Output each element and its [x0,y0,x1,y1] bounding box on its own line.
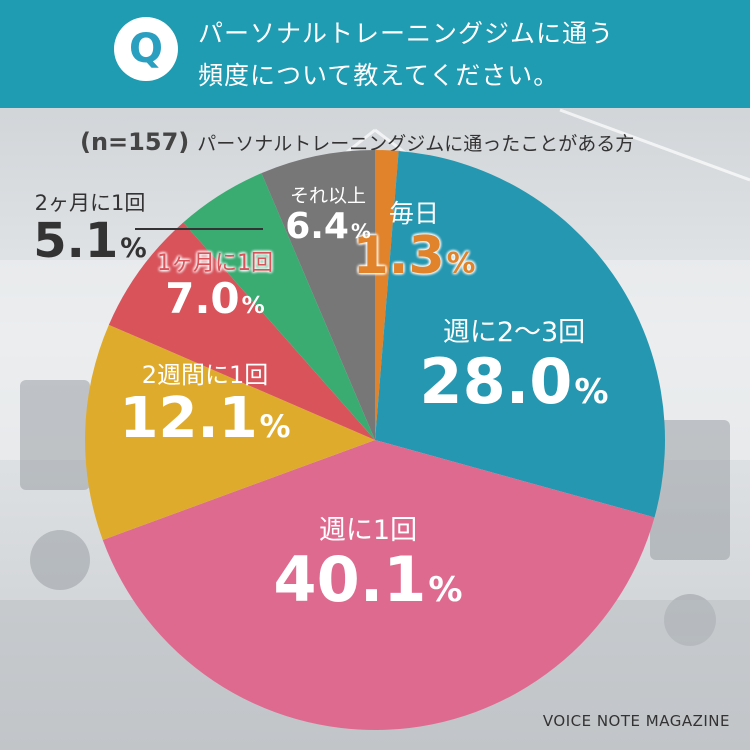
slice-percent-sign: % [350,219,371,243]
slice-category: 毎日 [388,199,439,228]
question-title-line-1: パーソナルトレーニングジムに通う [198,19,615,48]
slice-value: 5.1 [33,213,119,270]
brand-footer: VOICE NOTE MAGAZINE [542,712,730,730]
slice-category: 週に2〜3回 [442,317,586,348]
sample-size-note: (n=157) パーソナルトレーニングジムに通ったことがある方 [80,128,634,156]
slice-category: それ以上 [289,185,367,207]
pie-slice [375,150,666,518]
slice-percent-sign: % [428,569,463,610]
slice-percent-sign: % [446,245,476,280]
sample-size: (n=157) [80,128,190,156]
pie-slice [84,324,375,540]
sample-description: パーソナルトレーニングジムに通ったことがある方 [197,133,635,155]
pie-slice [183,173,375,441]
question-header: Q パーソナルトレーニングジムに通う 頻度について教えてください。 [0,0,750,108]
slice-value: 40.1 [273,542,427,616]
pie-slice [261,150,375,440]
slice-percent-sign: % [120,233,147,265]
slice-label-once-per-week: 週に1回 40.1% [273,516,462,614]
question-title-line-2: 頻度について教えてください。 [198,61,560,90]
slice-category: 週に1回 [318,515,418,546]
slice-category: 1ヶ月に1回 [157,251,273,276]
label-leader-line [135,228,263,230]
slice-label-2-3-per-week: 週に2〜3回 28.0% [419,318,608,416]
slice-percent-sign: % [241,293,265,320]
slice-label-more: それ以上 6.4% [285,185,371,247]
slice-value: 12.1 [119,386,258,452]
question-badge-letter: Q [128,26,163,72]
pie-slice [108,222,375,440]
pie-slice [375,150,399,440]
slice-value: 28.0 [419,344,573,418]
slice-percent-sign: % [259,409,291,446]
pie-slice [102,440,655,730]
slice-label-every-2-weeks: 2週間に1回 12.1% [119,362,290,450]
slice-value: 1.3 [352,225,445,286]
slice-label-every-2-months: 2ヶ月に1回 5.1% [33,191,147,270]
question-badge-icon: Q [114,17,178,81]
slice-percent-sign: % [574,371,609,412]
slice-label-daily: 毎日 1.3% [353,200,476,285]
slice-category: 2週間に1回 [141,361,269,389]
slice-value: 7.0 [165,274,240,324]
slice-category: 2ヶ月に1回 [34,191,146,215]
slice-value: 6.4 [285,205,349,247]
slice-label-once-per-month: 1ヶ月に1回 7.0% [157,251,273,324]
